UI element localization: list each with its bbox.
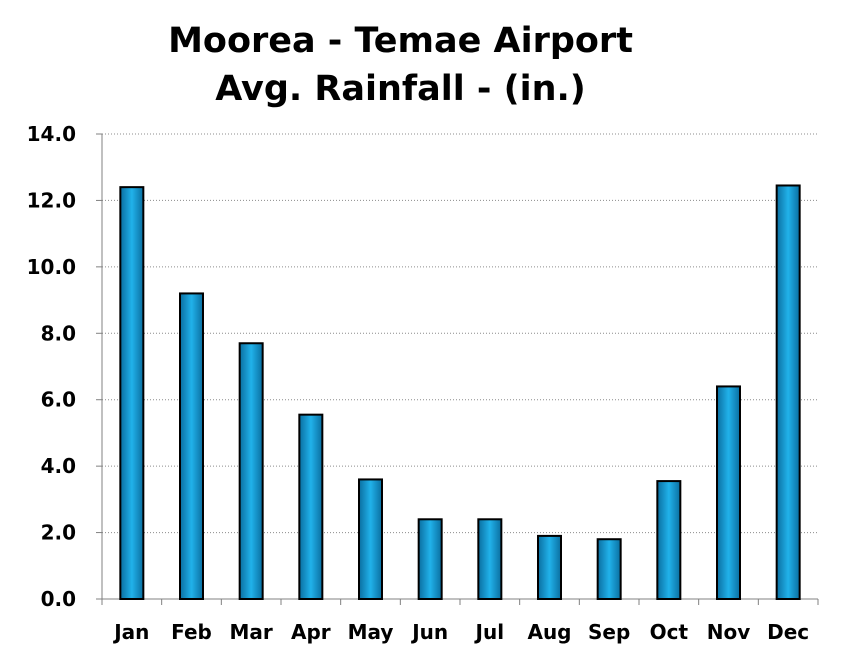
x-tick-label-may: May [348,620,394,644]
y-tick-labels: 0.0 2.0 4.0 6.0 8.0 10.0 12.0 14.0 [27,122,76,611]
bar-feb [179,292,204,600]
y-tick-label: 0.0 [41,587,76,611]
chart-title-line-1: Moorea - Temae Airport [168,21,633,61]
chart-title-line-2: Avg. Rainfall - (in.) [215,69,586,109]
x-tick-label-dec: Dec [767,620,809,644]
x-tick-label-nov: Nov [707,620,751,644]
bar-jul [477,518,503,600]
y-tick-label: 12.0 [27,188,76,212]
x-tick-label-apr: Apr [291,620,331,644]
x-tick-label-aug: Aug [527,620,571,644]
x-tick-label-jul: Jul [474,620,505,644]
bars [119,184,801,601]
y-tick-label: 6.0 [41,388,76,412]
y-tick-label: 14.0 [27,122,76,146]
bar-may [358,478,383,600]
y-tick-label: 2.0 [41,521,76,545]
bar-aug [537,534,562,601]
bar-sep [596,538,622,601]
x-tick-label-jun: Jun [410,620,448,644]
bar-apr [298,413,324,600]
y-tick-label: 4.0 [41,454,76,478]
bar-nov [716,385,741,600]
x-tick-label-jan: Jan [112,620,149,644]
x-tick-label-oct: Oct [650,620,689,644]
bar-jan [119,186,145,600]
x-tick-label-feb: Feb [171,620,212,644]
x-tick-labels: Jan Feb Mar Apr May Jun Jul Aug Sep Oct Nov Dec [112,620,809,644]
x-tick-label-mar: Mar [230,620,273,644]
bar-oct [656,480,682,601]
gridlines [102,133,818,534]
x-tick-label-sep: Sep [588,620,630,644]
bar-mar [238,342,264,600]
y-tick-label: 10.0 [27,255,76,279]
bar-jun [417,518,443,600]
axes [96,133,819,605]
bar-dec [775,184,801,600]
y-tick-label: 8.0 [41,321,76,345]
